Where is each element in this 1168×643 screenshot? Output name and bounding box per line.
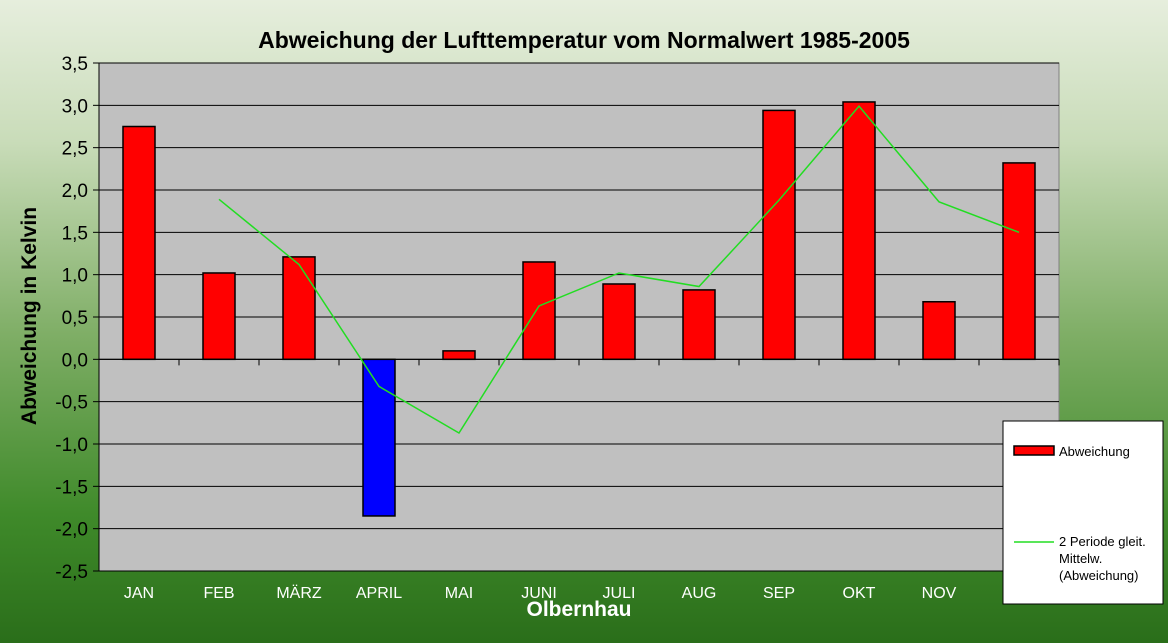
bar-sep[interactable] <box>762 109 796 361</box>
x-tick-label: FEB <box>203 585 234 602</box>
y-tick-label: -1,0 <box>55 435 88 456</box>
legend-label-moving-average: Mittelw. <box>1059 551 1102 566</box>
y-tick-label: -1,5 <box>55 477 88 498</box>
x-tick-label: JULI <box>603 585 636 602</box>
bar-series <box>122 101 1036 517</box>
y-tick-label: 1,0 <box>62 266 88 287</box>
x-tick-label: SEP <box>763 585 795 602</box>
x-axis <box>98 358 1060 366</box>
legend-label-abweichung: Abweichung <box>1059 444 1130 459</box>
legend: Abweichung 2 Periode gleit. Mittelw. (Abwei… <box>1002 420 1164 605</box>
bar-nov[interactable] <box>922 301 956 361</box>
y-tick-label: 2,0 <box>62 181 88 202</box>
bar-feb[interactable] <box>202 272 236 361</box>
bar-april[interactable] <box>362 358 396 517</box>
x-tick-label: OKT <box>843 585 876 602</box>
bar-okt[interactable] <box>842 101 876 361</box>
x-tick-label: JUNI <box>521 585 557 602</box>
y-tick-label: 2,5 <box>62 139 88 160</box>
bar-juni[interactable] <box>522 261 556 361</box>
y-tick-label: 3,5 <box>62 54 88 75</box>
bar-dez[interactable] <box>1002 162 1036 361</box>
bar-juli[interactable] <box>602 283 636 361</box>
x-tick-label: APRIL <box>356 585 402 602</box>
x-axis-label: Olbernhau <box>526 598 631 621</box>
y-tick-label: 3,0 <box>62 96 88 117</box>
x-tick-label: AUG <box>682 585 717 602</box>
legend-label-moving-average: 2 Periode gleit. <box>1059 534 1146 549</box>
legend-label-moving-average: (Abweichung) <box>1059 568 1139 583</box>
x-tick-label: MÄRZ <box>276 584 322 602</box>
y-tick-label: 0,0 <box>62 350 88 371</box>
y-tick-label: -2,5 <box>55 562 88 583</box>
y-axis-label: Abweichung in Kelvin <box>18 207 41 425</box>
bar-märz[interactable] <box>282 256 316 361</box>
y-tick-label: 1,5 <box>62 223 88 244</box>
y-tick-label: 0,5 <box>62 308 88 329</box>
legend-swatch-bar <box>1013 445 1055 456</box>
y-tick-label: -0,5 <box>55 393 88 414</box>
x-tick-label: MAI <box>445 585 473 602</box>
bar-aug[interactable] <box>682 289 716 361</box>
chart-title: Abweichung der Lufttemperatur vom Normal… <box>258 27 910 53</box>
bar-mai[interactable] <box>442 350 476 361</box>
y-tick-label: -2,0 <box>55 520 88 541</box>
moving-average-line[interactable] <box>218 105 1020 435</box>
x-tick-label: JAN <box>124 585 154 602</box>
bar-jan[interactable] <box>122 125 156 361</box>
x-tick-label: NOV <box>922 585 957 602</box>
